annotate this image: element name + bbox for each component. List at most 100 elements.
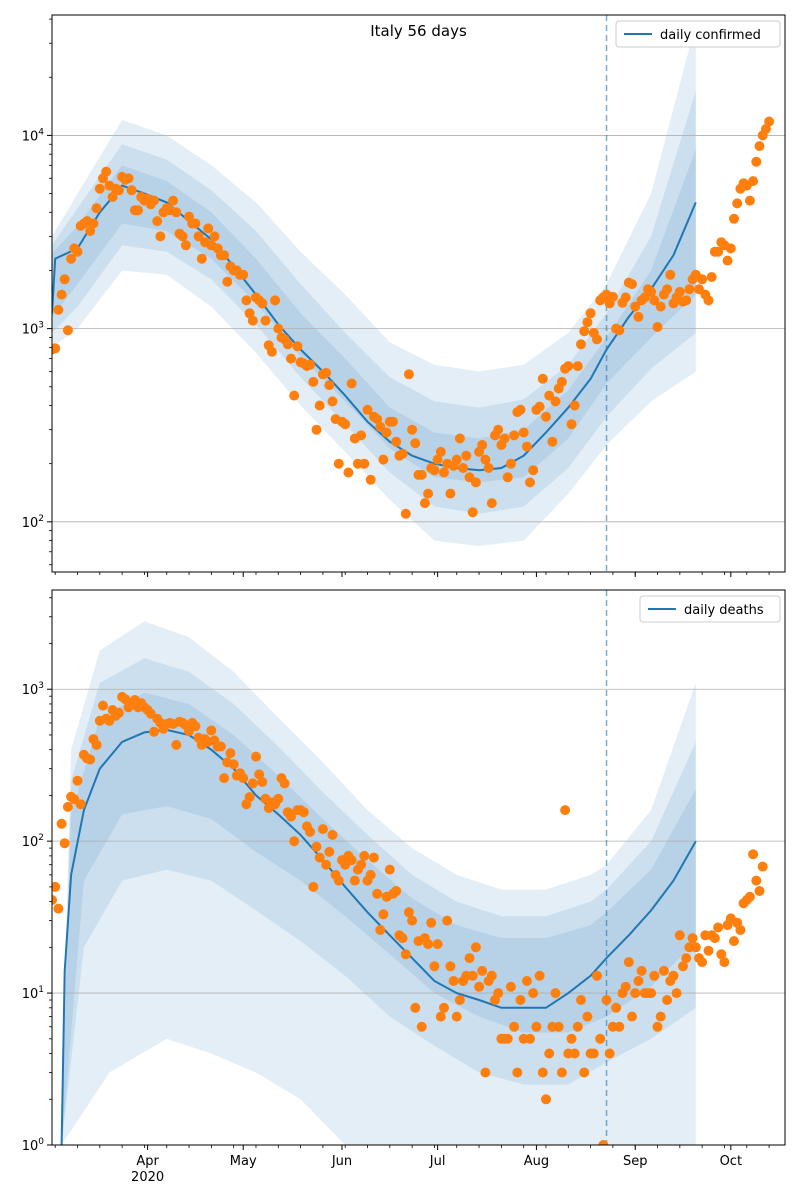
data-point <box>649 970 660 981</box>
data-point <box>260 315 271 326</box>
data-point <box>391 886 402 896</box>
data-point <box>671 988 682 999</box>
uncertainty-band-outer <box>61 621 696 1145</box>
data-point <box>85 754 96 765</box>
data-point <box>744 195 755 206</box>
data-point <box>454 995 465 1005</box>
data-point <box>88 218 99 229</box>
data-point <box>94 183 105 194</box>
data-point <box>697 957 708 968</box>
data-point <box>311 841 322 852</box>
data-point <box>273 793 284 804</box>
data-point <box>620 292 631 303</box>
data-point <box>751 875 762 886</box>
data-point <box>359 458 370 469</box>
data-point <box>458 463 469 473</box>
data-point <box>681 953 692 964</box>
data-point <box>451 454 462 465</box>
data-point <box>400 508 411 519</box>
data-point <box>662 995 673 1005</box>
data-point <box>445 488 456 499</box>
data-point <box>298 807 309 818</box>
y-tick-label: 103 <box>22 681 44 698</box>
data-point <box>576 995 586 1005</box>
data-point <box>665 269 676 280</box>
uncertainty-band-inner <box>61 692 696 1145</box>
data-point <box>215 741 226 752</box>
data-point <box>346 855 357 866</box>
data-point <box>572 1021 583 1032</box>
data-point <box>550 988 561 999</box>
data-point <box>754 886 765 896</box>
data-point <box>566 1033 577 1044</box>
data-point <box>289 836 300 847</box>
data-point <box>193 231 204 242</box>
data-point <box>244 792 255 803</box>
data-point <box>59 838 70 849</box>
data-point <box>423 939 434 950</box>
data-point <box>372 414 383 425</box>
data-point <box>601 995 612 1005</box>
data-point <box>171 207 182 218</box>
data-point <box>541 411 551 422</box>
data-point <box>687 933 698 944</box>
data-point <box>397 448 408 459</box>
data-point <box>91 739 102 750</box>
data-point <box>113 185 124 196</box>
data-point <box>305 359 316 370</box>
data-point <box>429 961 440 972</box>
data-point <box>308 881 319 892</box>
y-tick-label: 103 <box>22 321 44 338</box>
data-point <box>662 284 673 295</box>
data-point <box>623 957 634 968</box>
data-point <box>101 166 112 177</box>
data-point <box>180 240 191 251</box>
data-point <box>534 401 545 412</box>
data-point <box>190 721 201 732</box>
data-point <box>604 1048 615 1059</box>
data-point <box>515 995 526 1005</box>
data-point <box>744 891 755 902</box>
data-point <box>333 875 344 886</box>
data-point <box>365 474 376 485</box>
data-point <box>550 396 561 407</box>
data-point <box>725 243 736 254</box>
data-point <box>448 976 459 986</box>
data-point <box>464 953 475 964</box>
data-point <box>569 1048 580 1059</box>
data-point <box>716 949 727 960</box>
data-point <box>72 246 83 257</box>
data-point <box>317 824 328 835</box>
data-point <box>410 1002 421 1013</box>
data-point <box>505 981 516 992</box>
data-point <box>286 811 296 822</box>
data-point <box>636 965 647 976</box>
data-point <box>729 213 739 224</box>
confirmed-panel: 102 103 104 Italy 56 days daily confirmed <box>22 14 786 577</box>
data-point <box>52 895 57 905</box>
data-point <box>480 1067 491 1078</box>
data-point <box>219 250 230 261</box>
data-point <box>72 775 83 786</box>
data-point <box>703 945 714 956</box>
data-point <box>528 465 539 476</box>
data-point <box>219 773 230 784</box>
data-point <box>429 465 440 476</box>
data-point <box>445 961 456 972</box>
data-point <box>254 769 265 780</box>
data-point <box>423 488 434 499</box>
data-point <box>525 477 535 488</box>
data-point <box>588 1048 599 1059</box>
data-point <box>697 274 708 285</box>
data-point <box>241 295 252 306</box>
data-point <box>311 424 322 435</box>
data-point <box>292 341 303 352</box>
data-point <box>470 477 481 488</box>
data-point <box>403 907 414 918</box>
data-point <box>541 1094 551 1105</box>
data-point <box>400 949 411 960</box>
data-point <box>627 279 637 290</box>
data-point <box>356 859 367 870</box>
data-point <box>576 339 586 350</box>
